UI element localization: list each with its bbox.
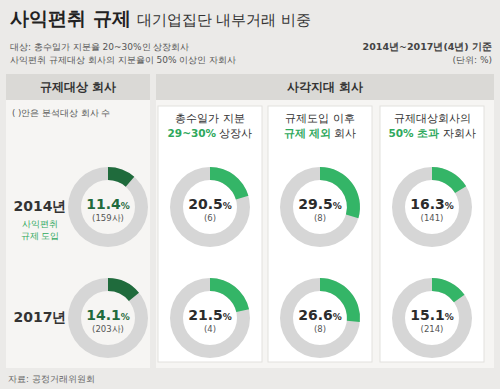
donut-track — [170, 278, 250, 358]
donut — [280, 167, 360, 247]
source: 자료: 공정거래위원회 — [8, 374, 95, 384]
column-header-part: 규제도입 이후 — [285, 112, 354, 124]
count-label: (141) — [421, 213, 444, 223]
period: 2014년~2017년(4년) 기준 — [363, 41, 492, 52]
data-label: 26.6% — [298, 307, 342, 323]
note: 대상: 총수일가 지분율 20~30%인 상장회사 — [10, 42, 189, 52]
group-label: 사각지대 회사 — [287, 80, 363, 94]
column-header-part: 총수일가 지분 — [175, 112, 244, 124]
donut-slice — [432, 278, 465, 302]
donut-track — [392, 278, 472, 358]
group-note: ( )안은 분석대상 회사 수 — [12, 108, 110, 118]
data-label: 16.3% — [410, 196, 454, 212]
data-label: 29.5% — [298, 196, 342, 212]
column-header: 규제도입 이후 — [285, 112, 354, 124]
column-header: 규제 제외 회사 — [284, 127, 357, 139]
donut-track — [392, 167, 472, 247]
donut — [280, 278, 360, 358]
chart: 사익편취 규제 대기업집단 내부거래 비중대상: 총수일가 지분율 20~30%인… — [0, 0, 500, 389]
column-header-part: 회사 — [331, 127, 356, 139]
column-header: 총수일가 지분 — [175, 112, 244, 124]
column-box — [158, 106, 262, 362]
donut-track — [280, 167, 360, 247]
column-header-part: 상장사 — [216, 127, 252, 139]
panel — [156, 74, 494, 368]
data-label: 20.5% — [188, 196, 232, 212]
title: 사익편취 규제 — [10, 7, 131, 29]
donut — [392, 167, 472, 247]
count-label: (203사) — [92, 324, 124, 334]
donut-slice — [432, 167, 466, 193]
donut — [68, 167, 148, 247]
donut — [170, 278, 250, 358]
donut-track — [280, 278, 360, 358]
column-header-part: 규제 제외 — [284, 127, 332, 139]
donut-track — [170, 167, 250, 247]
donut-slice — [108, 167, 134, 187]
count-label: (214) — [421, 324, 444, 334]
count-label: (4) — [204, 324, 216, 334]
data-label: 21.5% — [188, 307, 232, 323]
count-label: (159사) — [92, 213, 124, 223]
data-label: 14.1% — [86, 307, 130, 323]
column-header: 50% 초과 자회사 — [388, 127, 475, 139]
donut — [170, 167, 250, 247]
row-note: 규제 도입 — [21, 231, 60, 241]
subtitle: 대기업집단 내부거래 비중 — [137, 11, 312, 29]
donut — [392, 278, 472, 358]
panel-header — [6, 74, 150, 100]
data-label: 15.1% — [410, 307, 454, 323]
donut-slice — [210, 167, 248, 199]
row-label: 2017년 — [14, 309, 67, 325]
column-header: 29~30% 상장사 — [168, 127, 253, 139]
donut — [68, 278, 148, 358]
donut-track — [68, 167, 148, 247]
note: 사익편취 규제대상 회사의 지분율이 50% 이상인 자회사 — [10, 55, 236, 65]
marks — [68, 167, 472, 358]
column-box — [380, 106, 484, 362]
data-label: 11.4% — [86, 196, 130, 212]
row-label: 2014년 — [14, 198, 67, 214]
column-header-part: 자회사 — [439, 127, 475, 139]
group-label: 규제대상 회사 — [40, 80, 116, 94]
unit: (단위: %) — [453, 55, 492, 65]
column-box — [268, 106, 372, 362]
row-note: 사익편취 — [22, 219, 58, 229]
panel-header — [156, 74, 494, 100]
column-header: 규제대상회사의 — [394, 112, 471, 124]
donut-track — [68, 278, 148, 358]
column-header-part: 규제대상회사의 — [394, 112, 471, 124]
count-label: (8) — [314, 213, 326, 223]
count-label: (6) — [204, 213, 216, 223]
donut-slice — [108, 278, 139, 301]
column-header-part: 29~30% — [168, 127, 217, 139]
background — [0, 0, 500, 389]
count-label: (8) — [314, 324, 326, 334]
panel — [6, 74, 150, 368]
column-header-part: 50% 초과 — [388, 127, 439, 139]
